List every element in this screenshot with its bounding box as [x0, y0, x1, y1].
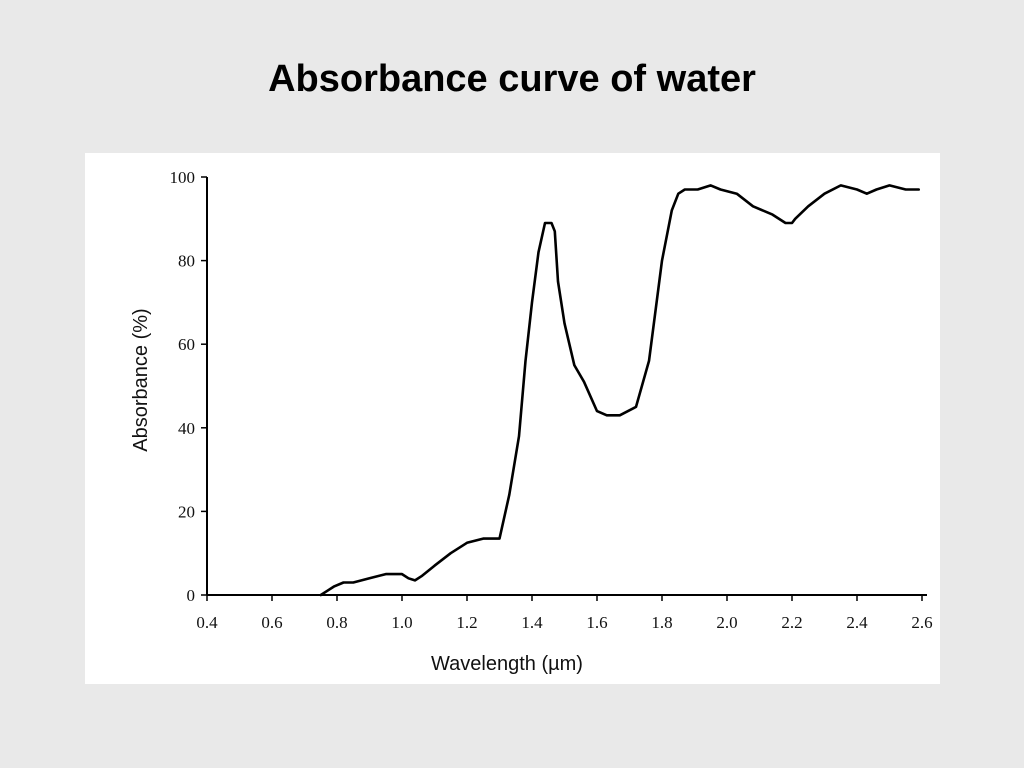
x-tick-label: 1.8	[651, 613, 672, 632]
y-axis-ticks: 0 20 40 60 80 100	[170, 168, 207, 605]
x-tick-label: 2.2	[781, 613, 802, 632]
y-tick-label: 100	[170, 168, 196, 187]
x-tick-label: 1.0	[391, 613, 412, 632]
series-layer	[319, 184, 921, 597]
y-tick-label: 80	[178, 252, 195, 271]
x-tick-label: 1.6	[586, 613, 607, 632]
y-tick-label: 40	[178, 419, 195, 438]
slide-title: Absorbance curve of water	[268, 58, 756, 100]
x-tick-label: 1.2	[456, 613, 477, 632]
x-tick-label: 0.6	[261, 613, 282, 632]
y-tick-label: 60	[178, 335, 195, 354]
x-axis-title: Wavelength (µm)	[431, 653, 583, 675]
chart-axes	[206, 177, 927, 596]
x-tick-label: 1.4	[521, 613, 543, 632]
x-tick-label: 2.6	[911, 613, 932, 632]
x-tick-label: 2.0	[716, 613, 737, 632]
y-axis-title: Absorbance (%)	[130, 308, 152, 451]
y-tick-label: 20	[178, 502, 195, 521]
x-axis-ticks: 0.4 0.6 0.8 1.0 1.2 1.4 1.6 1.8 2.0 2.2 2.4 2.6	[196, 595, 933, 632]
x-tick-label: 0.4	[196, 613, 218, 632]
x-tick-label: 2.4	[846, 613, 868, 632]
absorbance-series-line	[319, 184, 921, 597]
y-tick-label: 0	[187, 586, 196, 605]
x-tick-label: 0.8	[326, 613, 347, 632]
